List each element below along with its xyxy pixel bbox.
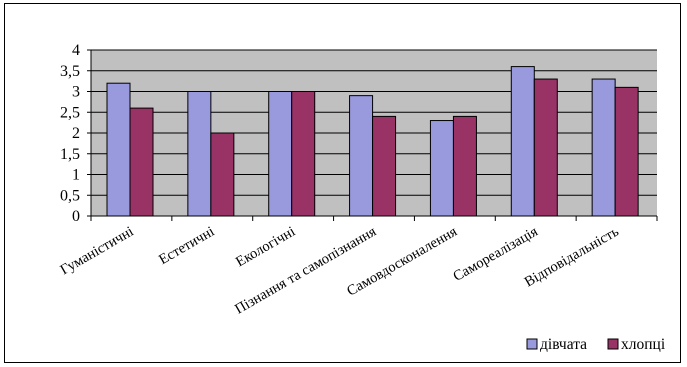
legend-swatch-boys <box>607 338 619 350</box>
bar <box>591 78 616 217</box>
y-axis-ticks: 0 0,5 1 1,5 2 2,5 3 3,5 4 <box>60 42 91 225</box>
bar <box>533 78 558 217</box>
bar <box>372 115 397 217</box>
bar <box>268 91 293 217</box>
bar <box>614 86 639 217</box>
bars <box>106 66 639 217</box>
legend-label-boys: хлопці <box>621 336 666 353</box>
bar <box>349 95 374 217</box>
y-tick-label: 1,5 <box>60 146 80 163</box>
legend-swatch-girls <box>526 338 538 350</box>
y-tick-label: 2 <box>72 125 80 142</box>
x-tick-label: Пізнання та самопізнання <box>232 223 379 317</box>
y-tick-label: 3 <box>72 84 80 101</box>
bar <box>510 66 535 217</box>
y-tick-label: 0,5 <box>60 187 80 204</box>
x-tick-label: Екологічні <box>233 224 298 271</box>
y-tick-label: 2,5 <box>60 104 80 121</box>
bar <box>210 132 235 217</box>
y-tick-label: 1 <box>72 167 80 184</box>
y-tick-label: 0 <box>72 208 80 225</box>
y-tick-label: 4 <box>72 42 80 59</box>
legend: дівчата хлопці <box>526 336 666 353</box>
bar <box>429 120 454 217</box>
y-tick-label: 3,5 <box>60 63 80 80</box>
x-axis-ticks: Гуманістичні Естетичні ЕкологічніПізнання … <box>58 216 658 318</box>
legend-label-girls: дівчата <box>540 336 587 353</box>
bar <box>129 107 154 217</box>
bar <box>106 82 131 217</box>
x-tick-label: Гуманістичні <box>58 224 137 279</box>
bar <box>452 115 477 217</box>
x-tick-label: Естетичні <box>156 224 217 268</box>
bar <box>187 91 212 217</box>
bar <box>291 91 316 217</box>
